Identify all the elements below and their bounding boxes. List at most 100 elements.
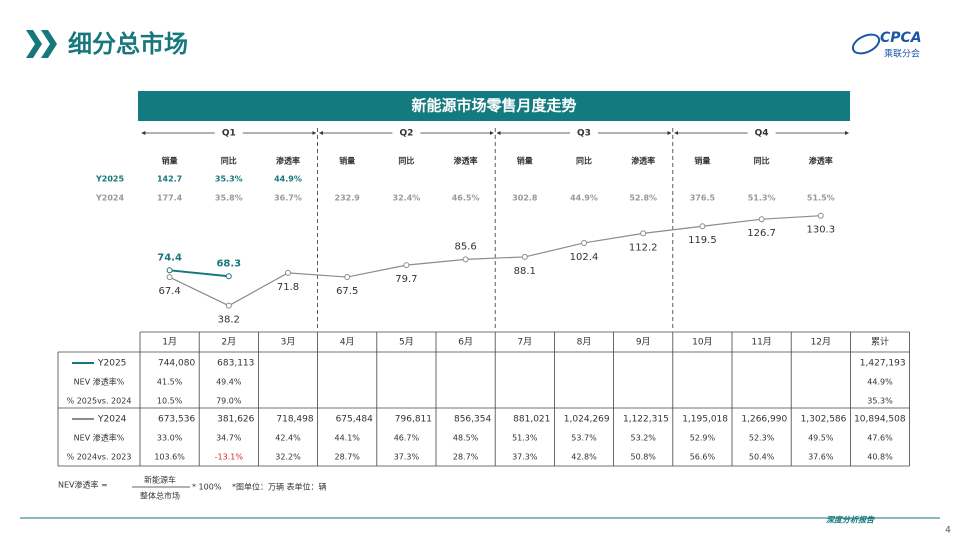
legend-label: Y2025 bbox=[97, 359, 126, 369]
row-label: NEV 渗透率% bbox=[74, 377, 125, 387]
data-point bbox=[758, 216, 765, 223]
cell: 50.8% bbox=[630, 453, 656, 462]
data-label: 102.4 bbox=[570, 252, 599, 263]
cell: 718,498 bbox=[276, 415, 313, 425]
cell: 53.2% bbox=[630, 434, 656, 443]
cell: 1,122,315 bbox=[623, 415, 669, 425]
metric-header: 渗透率 bbox=[809, 156, 833, 166]
cell: 744,080 bbox=[158, 359, 195, 369]
summary-value: 302.8 bbox=[512, 194, 538, 203]
cell: 856,354 bbox=[454, 415, 491, 425]
row-label: % 2025vs. 2024 bbox=[67, 397, 132, 406]
cell: 683,113 bbox=[217, 359, 254, 369]
cell: 1,302,586 bbox=[801, 415, 847, 425]
data-label: 68.3 bbox=[216, 258, 241, 269]
data-point bbox=[581, 239, 587, 246]
cell: 673,536 bbox=[158, 415, 195, 425]
cell: 49.4% bbox=[216, 378, 242, 387]
banner-title: 新能源市场零售月度走势 bbox=[411, 97, 576, 115]
row-label: % 2024vs. 2023 bbox=[67, 453, 132, 462]
metric-header: 销量 bbox=[162, 156, 178, 166]
cell: 41.5% bbox=[157, 378, 183, 387]
summary-row-label: Y2025 bbox=[95, 175, 124, 184]
quarter-label: Q2 bbox=[399, 129, 413, 139]
formula-left: NEV渗透率 = bbox=[58, 480, 108, 490]
summary-value: 36.7% bbox=[274, 194, 302, 203]
page-number: 4 bbox=[945, 526, 951, 536]
cell: 37.3% bbox=[394, 453, 420, 462]
cell: 103.6% bbox=[154, 453, 185, 462]
cell: 32.2% bbox=[275, 453, 301, 462]
data-point bbox=[699, 223, 706, 230]
formula-numerator: 新能源车 bbox=[144, 475, 176, 485]
cell: 1,024,269 bbox=[564, 415, 610, 425]
month-header: 10月 bbox=[692, 337, 712, 348]
row-label: NEV 渗透率% bbox=[74, 433, 125, 443]
data-label: 130.3 bbox=[806, 225, 835, 236]
series-line bbox=[169, 215, 821, 307]
summary-row-label: Y2024 bbox=[95, 194, 124, 203]
cell: 52.9% bbox=[690, 434, 716, 443]
summary-value: 52.8% bbox=[629, 194, 657, 203]
month-header: 2月 bbox=[221, 337, 236, 348]
data-point bbox=[462, 256, 469, 263]
data-point bbox=[817, 212, 824, 219]
page-title: 细分总市场 bbox=[68, 30, 188, 58]
cell: 47.6% bbox=[867, 434, 893, 443]
month-header: 8月 bbox=[577, 337, 592, 348]
data-label: 112.2 bbox=[629, 242, 658, 253]
month-header: 6月 bbox=[458, 337, 473, 348]
cell: 53.7% bbox=[571, 434, 597, 443]
formula-right: * 100% bbox=[192, 483, 222, 492]
cell: 49.5% bbox=[808, 434, 834, 443]
cell: 33.0% bbox=[157, 434, 183, 443]
cell: 56.6% bbox=[690, 453, 716, 462]
metric-header: 销量 bbox=[517, 156, 533, 166]
data-point bbox=[640, 230, 647, 237]
cell: 881,021 bbox=[513, 415, 550, 425]
cell: 37.3% bbox=[512, 453, 538, 462]
series-line bbox=[169, 269, 229, 278]
summary-value: 35.3% bbox=[215, 175, 243, 184]
cell: 40.8% bbox=[867, 453, 893, 462]
summary-value: 44.9% bbox=[570, 194, 598, 203]
month-header: 9月 bbox=[636, 337, 651, 348]
quarter-label: Q1 bbox=[222, 129, 236, 139]
cell: 50.4% bbox=[749, 453, 775, 462]
cell: 28.7% bbox=[334, 453, 360, 462]
cell: 796,811 bbox=[395, 415, 432, 425]
month-header: 12月 bbox=[811, 337, 831, 348]
cell: 42.8% bbox=[571, 453, 597, 462]
data-point bbox=[403, 262, 410, 269]
units-note: *图单位：万辆 表单位：辆 bbox=[232, 482, 327, 492]
data-point bbox=[166, 267, 173, 274]
cell: 44.9% bbox=[867, 378, 893, 387]
metric-header: 同比 bbox=[576, 156, 592, 166]
data-point bbox=[166, 274, 173, 281]
data-point bbox=[344, 274, 351, 281]
cell: 42.4% bbox=[275, 434, 301, 443]
cell: 1,266,990 bbox=[741, 415, 787, 425]
data-point bbox=[225, 302, 232, 309]
summary-value: 51.3% bbox=[748, 194, 776, 203]
data-point bbox=[521, 253, 528, 260]
logo: CPCA 乘联分会 bbox=[851, 30, 922, 60]
metric-header: 同比 bbox=[398, 156, 414, 166]
cell: 44.1% bbox=[334, 434, 360, 443]
data-label: 85.6 bbox=[454, 241, 476, 252]
data-label: 38.2 bbox=[218, 315, 240, 326]
cell: 37.6% bbox=[808, 453, 834, 462]
data-label: 71.8 bbox=[277, 282, 299, 293]
data-point bbox=[225, 273, 232, 280]
chevrons bbox=[26, 30, 57, 58]
metric-header: 同比 bbox=[221, 156, 237, 166]
metric-header: 销量 bbox=[694, 156, 710, 166]
banner-bg bbox=[138, 91, 850, 121]
quarter-label: Q4 bbox=[755, 129, 769, 139]
cell: 52.3% bbox=[749, 434, 775, 443]
metric-header: 同比 bbox=[754, 156, 770, 166]
logo-text: CPCA bbox=[880, 30, 922, 46]
data-label: 88.1 bbox=[514, 266, 536, 277]
cell: 35.3% bbox=[867, 397, 893, 406]
summary-value: 376.5 bbox=[690, 194, 716, 203]
